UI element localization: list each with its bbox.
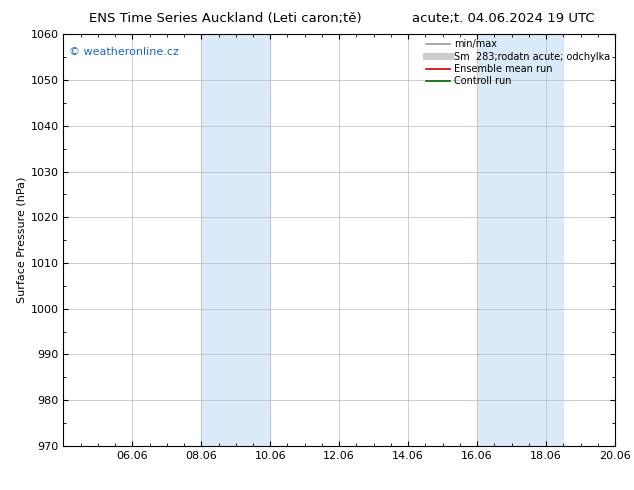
Bar [202,34,270,446]
Text: acute;t. 04.06.2024 19 UTC: acute;t. 04.06.2024 19 UTC [412,12,595,25]
Bar [477,34,563,446]
Y-axis label: Surface Pressure (hPa): Surface Pressure (hPa) [16,177,26,303]
Legend: min/max, Sm  283;rodatn acute; odchylka, Ensemble mean run, Controll run: min/max, Sm 283;rodatn acute; odchylka, … [426,39,610,86]
Text: ENS Time Series Auckland (Leti caron;tě): ENS Time Series Auckland (Leti caron;tě) [89,12,361,25]
Text: © weatheronline.cz: © weatheronline.cz [69,47,179,57]
